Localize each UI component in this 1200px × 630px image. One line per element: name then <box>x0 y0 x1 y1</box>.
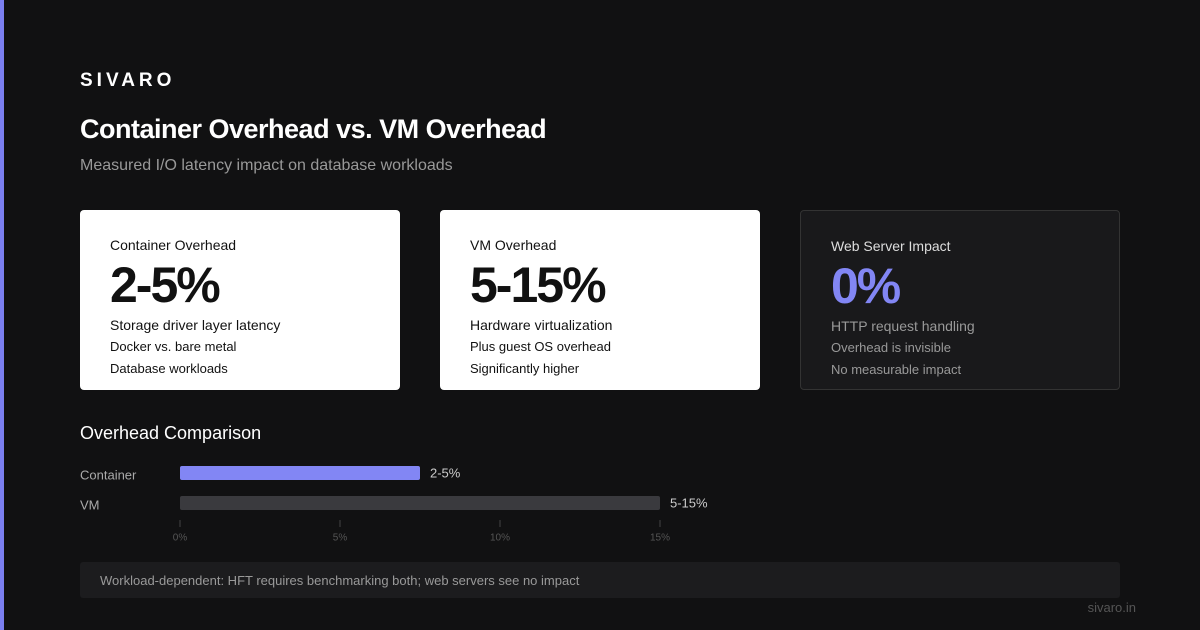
x-tick-label: 10% <box>490 533 510 544</box>
footer: sivaro.in <box>1087 600 1136 615</box>
card-label: VM Overhead <box>470 237 557 253</box>
chart-title: Overhead Comparison <box>80 423 261 443</box>
bar-label: 2-5% <box>430 465 461 480</box>
card-line: Hardware virtualization <box>470 317 613 333</box>
card-label: Web Server Impact <box>831 238 951 254</box>
x-tick-label: 5% <box>333 533 348 544</box>
subtitle: Measured I/O latency impact on database … <box>80 157 453 174</box>
card-line: HTTP request handling <box>831 318 975 334</box>
bar <box>180 466 420 480</box>
card-line: Storage driver layer latency <box>110 317 281 333</box>
chart: Overhead Comparison Container 2-5% VM 5-15%… <box>80 423 708 544</box>
stat-card: Web Server Impact 0% HTTP request handling… <box>800 210 1120 390</box>
card-line: Docker vs. bare metal <box>110 339 237 354</box>
bar-label: 5-15% <box>670 495 708 510</box>
category-label: Container <box>80 467 137 482</box>
card-label: Container Overhead <box>110 237 237 253</box>
brand: SIVARO <box>80 70 176 91</box>
card-line: Database workloads <box>110 361 228 376</box>
stat-card: VM Overhead 5-15% Hardware virtualization P… <box>440 210 760 390</box>
card-line: No measurable impact <box>831 362 962 377</box>
x-tick-label: 0% <box>173 533 188 544</box>
card-value: 0% <box>831 258 901 314</box>
bar <box>180 496 660 510</box>
card-line: Plus guest OS overhead <box>470 339 611 354</box>
card-line: Overhead is invisible <box>831 340 951 355</box>
category-label: VM <box>80 497 100 512</box>
title: Container Overhead vs. VM Overhead <box>80 114 547 144</box>
card-value: 2-5% <box>110 257 221 313</box>
note-box: Workload-dependent: HFT requires benchma… <box>80 562 1120 598</box>
card-value: 5-15% <box>470 257 607 313</box>
note: Workload-dependent: HFT requires benchma… <box>100 573 580 588</box>
stat-card: Container Overhead 2-5% Storage driver lay… <box>80 210 400 390</box>
card-line: Significantly higher <box>470 361 580 376</box>
accent-strip <box>0 0 4 630</box>
x-tick-label: 15% <box>650 533 670 544</box>
